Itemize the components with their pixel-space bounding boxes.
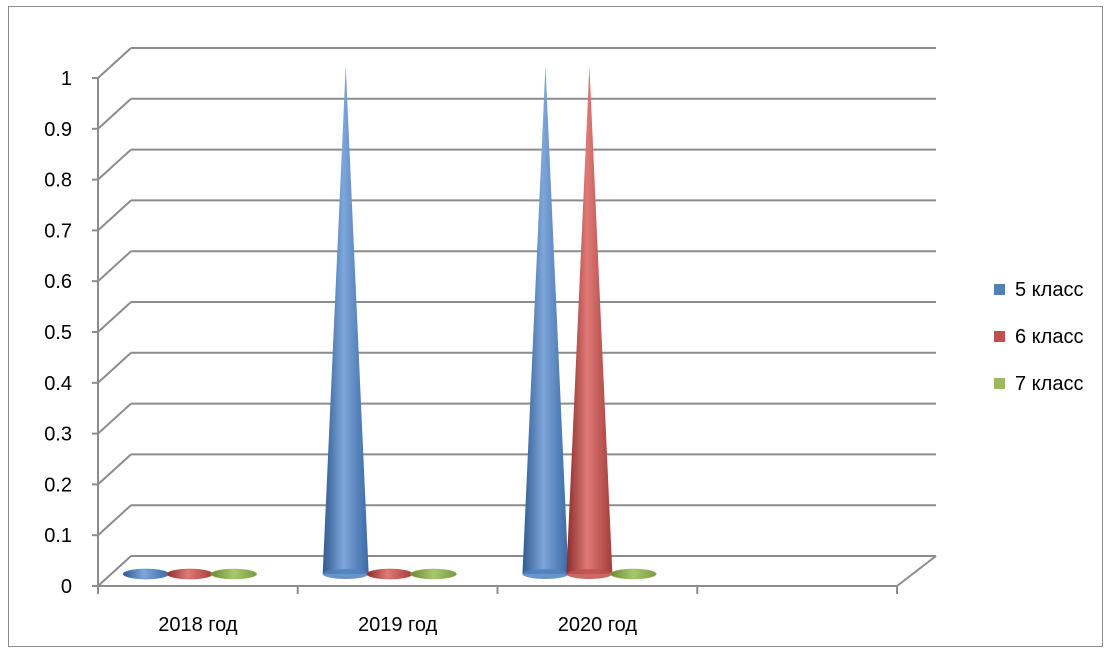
legend-label: 5 класс [1015, 279, 1083, 301]
cone-zero-disc [166, 568, 214, 580]
legend-label: 7 класс [1015, 373, 1083, 395]
gridline-depth [97, 352, 132, 384]
gridlines [97, 47, 936, 587]
gridline-depth [97, 504, 132, 536]
x-category-label: 2020 год [558, 614, 638, 636]
y-tick-label: 0.6 [44, 271, 72, 293]
y-tick-label: 1 [61, 68, 72, 90]
legend-swatch [994, 378, 1005, 389]
cone-base [522, 569, 569, 579]
cone-base [322, 569, 369, 579]
y-tick-label: 0.8 [44, 170, 72, 192]
y-tick-label: 0.2 [44, 474, 72, 496]
x-category-label: 2018 год [158, 614, 238, 636]
gridline-depth [97, 199, 132, 232]
axes [92, 77, 937, 594]
y-axis-ticks: 0 0.1 0.2 0.3 0.4 0.5 0.6 0.7 0.8 0.9 1 [44, 68, 72, 598]
cone-zero-disc [610, 568, 657, 580]
y-tick-label: 0.5 [44, 322, 72, 344]
y-tick-label: 0.7 [44, 220, 72, 242]
gridline-depth [97, 402, 132, 435]
cone-bar [566, 66, 613, 574]
legend-label: 6 класс [1015, 326, 1083, 348]
gridline-depth [97, 250, 132, 282]
gridline-depth [97, 98, 132, 130]
cone-zero-disc [210, 568, 258, 580]
data-cones [122, 66, 657, 580]
gridline-depth [97, 47, 132, 79]
x-category-label: 2019 год [358, 614, 438, 636]
legend-swatch [994, 284, 1005, 295]
legend-swatch [994, 331, 1005, 342]
y-tick-label: 0.4 [44, 373, 72, 395]
y-tick-label: 0.9 [44, 119, 72, 141]
cone-bar [522, 66, 569, 574]
gridline-depth [97, 301, 132, 333]
gridline-depth [97, 453, 132, 486]
y-tick-label: 0.1 [44, 525, 72, 547]
y-tick-label: 0.3 [44, 424, 72, 446]
cone-base [566, 569, 613, 579]
cone-zero-disc [122, 568, 170, 580]
cone-zero-disc [410, 568, 457, 580]
legend: 5 класс 6 класс 7 класс [994, 279, 1083, 395]
cone-zero-disc [366, 568, 413, 580]
floor-depth-edge [896, 555, 937, 587]
gridline-depth [97, 148, 132, 181]
x-axis-categories: 2018 год 2019 год 2020 год [158, 614, 637, 636]
cone-bar [322, 66, 369, 574]
y-tick-label: 0 [61, 576, 72, 598]
gridline-depth [97, 555, 132, 587]
